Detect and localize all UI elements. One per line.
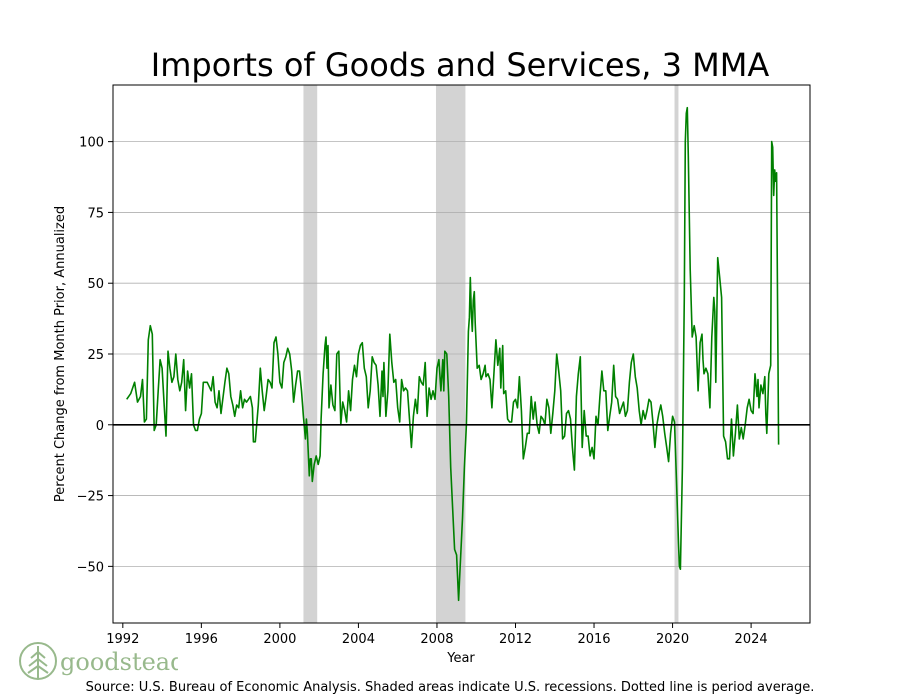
- series-layer: [113, 106, 810, 602]
- x-tick-label: 2000: [263, 632, 296, 647]
- tree-logo-icon: [19, 642, 57, 680]
- y-tick-label: 50: [87, 277, 104, 292]
- y-axis: −50 −25 0 25 50 75 100: [77, 136, 113, 575]
- logo-text: goodstead: [60, 648, 178, 676]
- y-tick-label: 0: [96, 419, 104, 434]
- x-tick-label: 2012: [499, 632, 532, 647]
- y-tick-label: 25: [87, 348, 104, 363]
- chart-title: Imports of Goods and Services, 3 MMA: [151, 46, 770, 84]
- x-tick-label: 2024: [735, 632, 768, 647]
- y-tick-label: 75: [87, 206, 104, 221]
- x-tick-label: 2008: [420, 632, 453, 647]
- x-tick-label: 1992: [106, 632, 139, 647]
- x-tick-label: 1996: [185, 632, 218, 647]
- y-tick-label: 100: [79, 136, 104, 151]
- x-tick-label: 2016: [577, 632, 610, 647]
- x-tick-label: 2020: [656, 632, 689, 647]
- y-tick-label: −25: [77, 490, 104, 505]
- x-axis: 1992 1996 2000 2004 2008 2012 2016 2020 2024: [106, 623, 768, 647]
- source-note: Source: U.S. Bureau of Economic Analysis…: [85, 680, 815, 695]
- gridlines: [113, 141, 810, 567]
- x-axis-label: Year: [446, 651, 475, 666]
- x-tick-label: 2004: [342, 632, 375, 647]
- y-tick-label: −50: [77, 560, 104, 575]
- y-axis-label: Percent Change from Month Prior, Annuali…: [53, 206, 68, 502]
- goodstead-logo: goodstead: [19, 642, 178, 680]
